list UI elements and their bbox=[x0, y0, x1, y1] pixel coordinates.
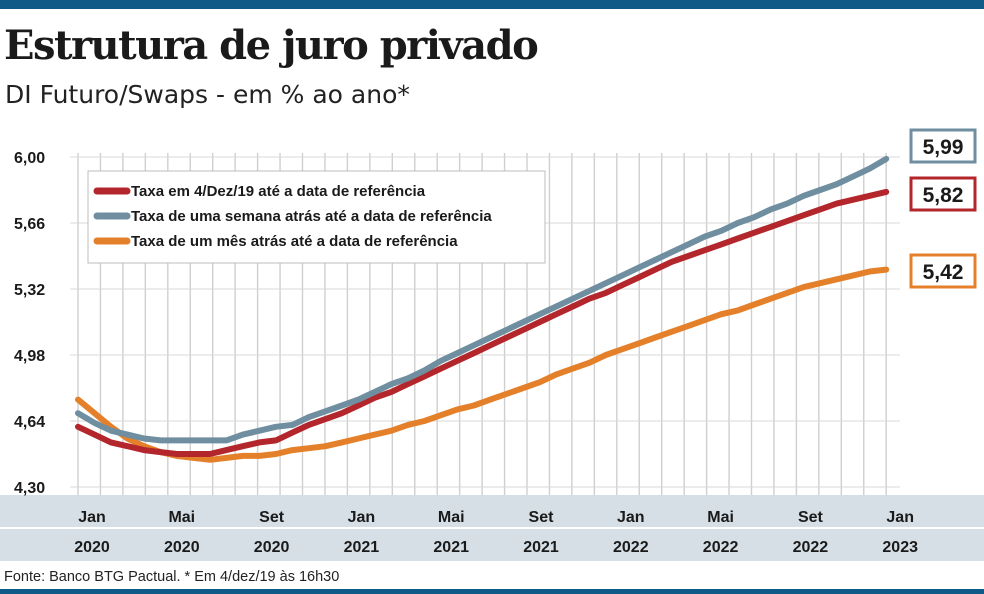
x-tick-month: Jan bbox=[886, 509, 914, 526]
y-tick-label: 4,98 bbox=[14, 348, 45, 365]
end-value-label: 5,42 bbox=[923, 261, 964, 284]
chart-title: Estrutura de juro privado bbox=[4, 22, 539, 69]
x-tick-year: 2022 bbox=[613, 539, 649, 556]
y-axis-ticks: 6,00 5,66 5,32 4,98 4,64 4,30 bbox=[14, 150, 45, 497]
end-value-label: 5,82 bbox=[923, 184, 964, 207]
legend-label: Taxa de uma semana atrás até a data de r… bbox=[131, 208, 492, 225]
series-lines bbox=[75, 155, 890, 463]
x-tick-month: Jan bbox=[617, 509, 645, 526]
x-tick-year: 2020 bbox=[74, 539, 110, 556]
x-tick-month: Mai bbox=[707, 509, 734, 526]
y-tick-label: 5,66 bbox=[14, 216, 45, 233]
x-tick-year: 2023 bbox=[882, 539, 918, 556]
end-label-box bbox=[909, 128, 977, 164]
x-tick-month: Set bbox=[529, 509, 555, 526]
x-axis-ticks: Jan 2020 Mai 2020 Set 2020 Jan 2021 Mai 2021 Set 20… bbox=[0, 509, 984, 556]
chart-subtitle: DI Futuro/Swaps - em % ao ano* bbox=[5, 80, 410, 109]
legend-box bbox=[87, 170, 546, 264]
x-tick-month: Jan bbox=[78, 509, 106, 526]
end-label-box bbox=[909, 253, 977, 289]
x-tick-year: 2021 bbox=[344, 539, 380, 556]
x-tick-month: Jan bbox=[348, 509, 376, 526]
series-line bbox=[75, 155, 890, 444]
legend-label: Taxa em 4/Dez/19 até a data de referênci… bbox=[131, 183, 426, 200]
x-tick-year: 2022 bbox=[703, 539, 739, 556]
x-tick-year: 2022 bbox=[793, 539, 829, 556]
legend-label: Taxa de um mês atrás até a data de refer… bbox=[131, 233, 458, 250]
y-tick-label: 4,64 bbox=[14, 414, 45, 431]
x-tick-year: 2020 bbox=[254, 539, 290, 556]
x-tick-year: 2021 bbox=[433, 539, 469, 556]
end-label-box bbox=[909, 176, 977, 212]
x-tick-month: Set bbox=[259, 509, 285, 526]
legend: Taxa em 4/Dez/19 até a data de referênci… bbox=[87, 170, 546, 264]
end-value-labels: 5,99 5,82 5,42 bbox=[909, 128, 977, 289]
series-line bbox=[75, 188, 890, 457]
series-line bbox=[75, 266, 890, 463]
y-tick-label: 6,00 bbox=[14, 150, 45, 167]
top-accent-bar bbox=[0, 0, 984, 9]
x-tick-month: Mai bbox=[438, 509, 465, 526]
x-tick-year: 2020 bbox=[164, 539, 200, 556]
x-tick-month: Set bbox=[798, 509, 824, 526]
y-tick-label: 4,30 bbox=[14, 480, 45, 497]
source-note: Fonte: Banco BTG Pactual. * Em 4/dez/19 … bbox=[4, 569, 340, 585]
y-tick-label: 5,32 bbox=[14, 282, 45, 299]
x-tick-month: Mai bbox=[168, 509, 195, 526]
bottom-accent-bar bbox=[0, 589, 984, 594]
end-value-label: 5,99 bbox=[923, 136, 964, 159]
x-tick-year: 2021 bbox=[523, 539, 559, 556]
